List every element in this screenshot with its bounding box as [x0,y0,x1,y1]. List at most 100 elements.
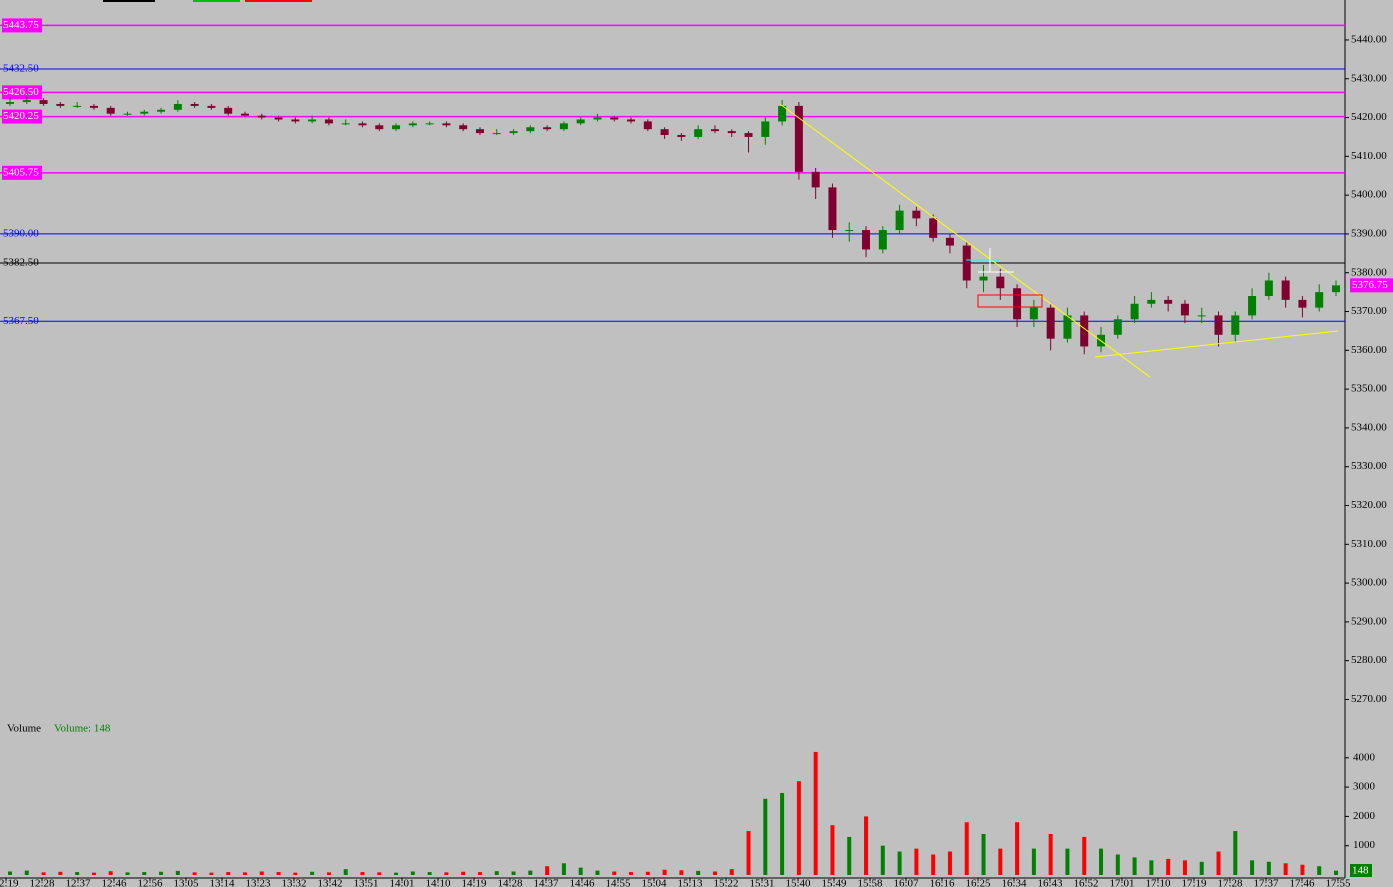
candle-body [375,125,384,130]
candle-body [559,123,568,130]
candle-body [862,230,871,250]
y-tick-label: 5440.00 [1351,33,1387,45]
candle-body [1130,303,1139,320]
candle-body [1298,299,1307,308]
y-tick-label: 5330.00 [1351,460,1387,472]
drawn-rectangle[interactable] [977,294,1043,308]
volume-tick-label: 1000 [1353,839,1376,851]
volume-bar [914,848,919,875]
trend-line[interactable] [1094,330,1339,358]
volume-bar [326,872,331,875]
x-tick-label: 17:19 [1181,878,1207,887]
volume-bar [880,845,885,875]
candle-body [761,121,770,137]
volume-bar [41,872,46,875]
candle-body [543,127,552,130]
candle-body [140,111,149,114]
y-tick-label: 5360.00 [1351,344,1387,356]
candle-body [475,129,484,134]
candle-body [895,210,904,231]
volume-bar [813,751,818,875]
volume-bar [1266,861,1271,875]
volume-bar [159,871,164,875]
last-volume-box [1350,864,1372,877]
x-tick-label: 14:37 [533,878,559,887]
volume-bar [259,871,264,875]
candle-body [173,103,182,110]
level-label: 5390.00 [3,227,39,239]
y-tick-label: 5350.00 [1351,383,1387,395]
candle-body [828,187,837,231]
candle-body [1164,299,1173,304]
volume-bar [58,871,63,875]
x-tick-label: 12:28 [29,878,55,887]
x-tick-label: 13:42 [317,878,342,887]
level-label: 5405.75 [3,166,39,178]
last-volume-label: 148 [1352,865,1369,877]
candle-body [509,131,518,134]
x-tick-label: 15:40 [785,878,811,887]
volume-bar [1048,833,1053,875]
candle-body [660,129,669,136]
x-tick-label: 14:19 [461,878,487,887]
candle-body [593,117,602,120]
volume-bar [1317,866,1322,875]
volume-bar [310,871,315,875]
candle-body [6,102,14,104]
x-tick-label: 16:43 [1037,878,1063,887]
level-label-box [2,109,42,124]
volume-bar [1099,848,1104,875]
x-tick-label: 17:55 [1325,878,1351,887]
candle-body [979,276,988,281]
candle-body [912,210,921,219]
volume-bar [1115,854,1120,875]
candle-body [1197,315,1206,317]
candle-body [1281,280,1290,300]
candle-body [962,245,971,281]
candle-body [710,129,719,132]
x-tick-label: 13:51 [353,878,378,887]
toolbar-button[interactable] [103,0,155,2]
toolbar-button[interactable] [245,0,312,2]
trend-line[interactable] [779,103,1151,378]
x-tick-label: 12:46 [101,878,127,887]
volume-bar [461,871,466,875]
volume-bar [1065,848,1070,875]
y-tick-label: 5430.00 [1351,72,1387,84]
candle-body [56,103,65,106]
volume-bar [8,871,12,875]
volume-bar [477,872,482,875]
candle-body [576,119,585,124]
candle-body [308,119,317,122]
volume-bar [75,872,80,875]
volume-bar [108,871,113,875]
volume-bar [981,833,986,875]
candle-body [1013,288,1022,320]
candle-body [73,105,82,107]
candle-body [207,105,216,108]
volume-bar [377,872,382,875]
volume-bar [1300,864,1305,875]
x-tick-label: 13:23 [245,878,271,887]
y-tick-label: 5390.00 [1351,227,1387,239]
volume-bar [410,871,415,875]
candle-body [1214,315,1223,335]
volume-bar [1031,848,1036,875]
volume-bar [729,869,734,875]
volume-bar [629,872,634,875]
volume-bar [1166,858,1171,875]
candle-body [1264,280,1273,297]
candle-body [929,218,938,238]
volume-bar [528,870,533,875]
x-tick-label: 12:56 [137,878,163,887]
y-tick-label: 5410.00 [1351,150,1387,162]
y-tick-label: 5280.00 [1351,654,1387,666]
x-tick-label: 13:05 [173,878,199,887]
candle-body [190,103,199,106]
toolbar-button[interactable] [193,0,240,2]
volume-bar [847,836,852,875]
candle-body [794,105,803,172]
volume-bar [175,870,180,875]
candle-body [1231,315,1240,335]
level-label: 5426.50 [3,86,39,98]
